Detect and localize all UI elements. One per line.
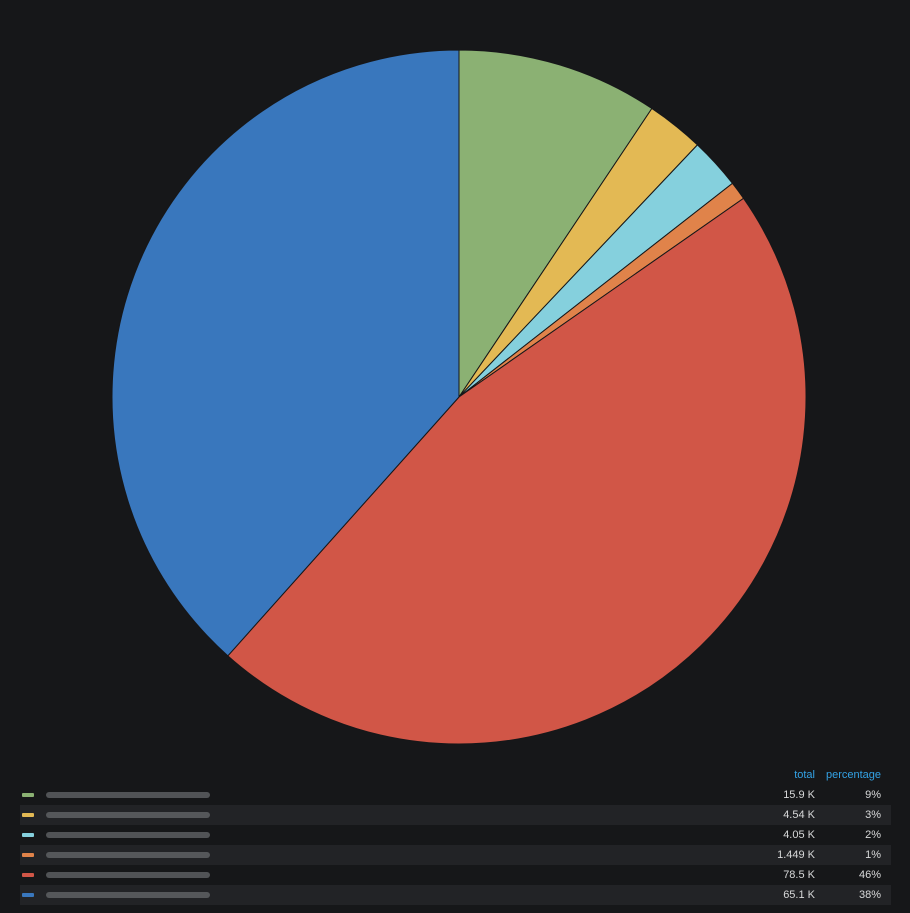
legend-percentage: 9% bbox=[865, 789, 881, 801]
legend-swatch bbox=[22, 793, 34, 797]
legend-total: 78.5 K bbox=[783, 869, 815, 881]
legend-swatch bbox=[22, 873, 34, 877]
legend-name-blurred bbox=[46, 832, 210, 838]
legend-row-background bbox=[20, 805, 891, 825]
legend-total: 15.9 K bbox=[783, 789, 815, 801]
legend-name-blurred bbox=[46, 872, 210, 878]
legend-row-background bbox=[20, 885, 891, 905]
legend-percentage: 46% bbox=[859, 869, 881, 881]
pie-slice bbox=[458, 49, 653, 399]
legend-swatch bbox=[22, 813, 34, 817]
legend-swatch bbox=[22, 893, 34, 897]
legend-total: 65.1 K bbox=[783, 889, 815, 901]
legend-total: 4.05 K bbox=[783, 829, 815, 841]
legend-percentage: 1% bbox=[865, 849, 881, 861]
legend-name-blurred bbox=[46, 792, 210, 798]
legend-total: 1.449 K bbox=[777, 849, 816, 861]
legend-total: 4.54 K bbox=[783, 809, 815, 821]
legend-percentage: 38% bbox=[859, 889, 881, 901]
legend-name-blurred bbox=[46, 812, 210, 818]
legend-percentage: 3% bbox=[865, 809, 881, 821]
legend-percentage: 2% bbox=[865, 829, 881, 841]
legend-header: total bbox=[794, 769, 815, 781]
legend-header: percentage bbox=[826, 769, 881, 781]
legend-swatch bbox=[22, 833, 34, 837]
pie-slice bbox=[227, 197, 807, 745]
legend-name-blurred bbox=[46, 852, 210, 858]
legend-row-background bbox=[20, 845, 891, 865]
legend-swatch bbox=[22, 853, 34, 857]
legend-name-blurred bbox=[46, 892, 210, 898]
pie-slice bbox=[111, 49, 460, 657]
